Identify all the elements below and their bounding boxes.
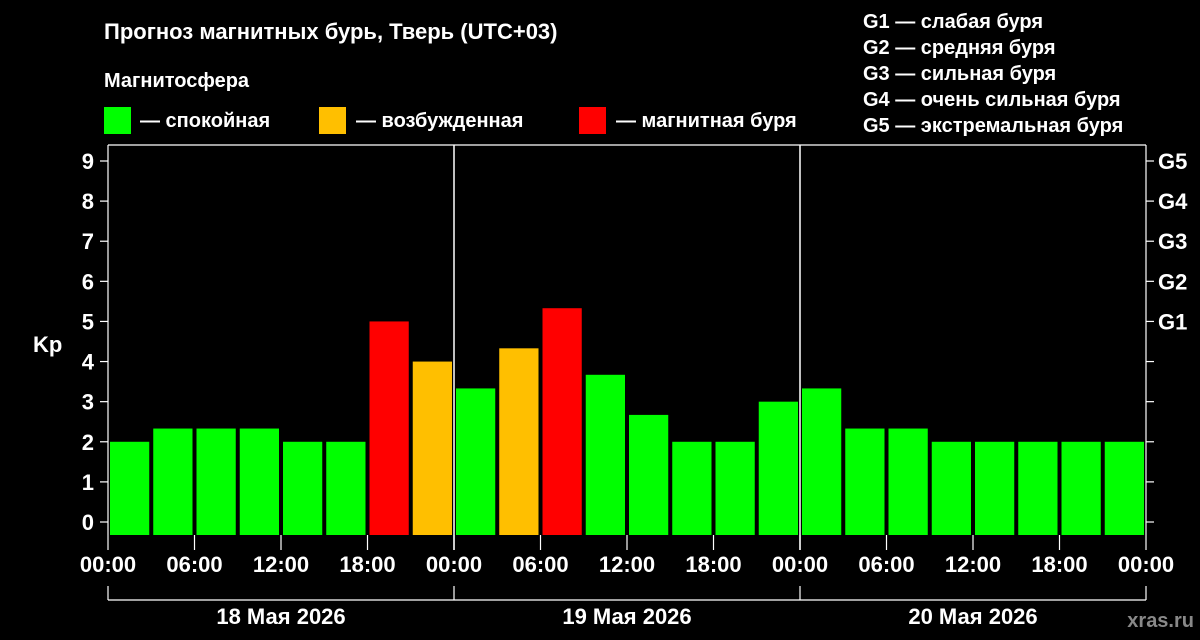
g-level-label-4: G5 — [1158, 149, 1187, 174]
bar-2 — [196, 428, 236, 535]
x-tick-label-7: 18:00 — [685, 552, 741, 577]
axes: 0 1 2 3 4 5 6 7 8 9 G1 G2 G3 G4 G5 00:00 06:00 12:00 18:00… — [80, 144, 1188, 629]
y-tick-label-0: 0 — [82, 510, 94, 535]
bar-7 — [412, 361, 452, 535]
y-tick-label-2: 2 — [82, 430, 94, 455]
g-scale-g2: G2 — средняя буря — [863, 37, 1056, 59]
bar-12 — [629, 414, 669, 535]
g-level-label-2: G3 — [1158, 229, 1187, 254]
y-tick-label-3: 3 — [82, 390, 94, 415]
bar-4 — [283, 441, 323, 535]
bar-20 — [975, 441, 1015, 535]
y-tick-label-5: 5 — [82, 309, 94, 334]
bar-3 — [239, 428, 279, 535]
day-label-2: 20 Мая 2026 — [908, 604, 1037, 629]
bar-0 — [110, 441, 150, 535]
x-tick-label-6: 12:00 — [599, 552, 655, 577]
y-tick-label-9: 9 — [82, 149, 94, 174]
x-tick-label-9: 06:00 — [858, 552, 914, 577]
bar-1 — [153, 428, 193, 535]
x-tick-label-2: 12:00 — [253, 552, 309, 577]
day-label-0: 18 Мая 2026 — [216, 604, 345, 629]
g-scale-legend: G1 — слабая буря G2 — средняя буря G3 — … — [863, 11, 1123, 137]
g-level-label-0: G1 — [1158, 309, 1187, 334]
bar-17 — [845, 428, 885, 535]
bar-19 — [931, 441, 971, 535]
x-tick-label-3: 18:00 — [339, 552, 395, 577]
bar-16 — [802, 388, 842, 535]
x-tick-label-0: 00:00 — [80, 552, 136, 577]
y-axis-label: Kp — [33, 332, 62, 357]
y-tick-label-8: 8 — [82, 189, 94, 214]
g-level-label-3: G4 — [1158, 189, 1188, 214]
bar-21 — [1018, 441, 1058, 535]
g-scale-g4: G4 — очень сильная буря — [863, 89, 1121, 111]
y-tick-label-4: 4 — [82, 350, 95, 375]
x-tick-label-8: 00:00 — [772, 552, 828, 577]
chart-title: Прогноз магнитных бурь, Тверь (UTC+03) — [104, 19, 558, 44]
legend-title: Магнитосфера — [104, 70, 250, 92]
y-tick-label-6: 6 — [82, 269, 94, 294]
bar-10 — [542, 308, 582, 535]
legend-label-storm: — магнитная буря — [616, 110, 797, 132]
legend-swatch-storm — [579, 107, 606, 134]
bar-8 — [456, 388, 496, 535]
legend: — спокойная — возбужденная — магнитная б… — [104, 107, 797, 134]
x-tick-label-1: 06:00 — [166, 552, 222, 577]
bar-9 — [499, 348, 539, 535]
x-tick-label-5: 06:00 — [512, 552, 568, 577]
g-level-label-1: G2 — [1158, 269, 1187, 294]
x-tick-label-12: 00:00 — [1118, 552, 1174, 577]
y-tick-label-1: 1 — [82, 470, 94, 495]
y-tick-label-7: 7 — [82, 229, 94, 254]
legend-swatch-quiet — [104, 107, 131, 134]
legend-swatch-active — [319, 107, 346, 134]
bar-13 — [672, 441, 712, 535]
legend-label-active: — возбужденная — [356, 110, 523, 132]
bar-11 — [585, 374, 625, 535]
x-tick-label-10: 12:00 — [945, 552, 1001, 577]
bar-22 — [1061, 441, 1101, 535]
legend-label-quiet: — спокойная — [140, 110, 270, 132]
x-tick-label-11: 18:00 — [1031, 552, 1087, 577]
x-tick-label-4: 00:00 — [426, 552, 482, 577]
watermark: xras.ru — [1127, 610, 1194, 632]
bar-23 — [1104, 441, 1144, 535]
bar-15 — [758, 401, 798, 535]
bar-14 — [715, 441, 755, 535]
g-scale-g1: G1 — слабая буря — [863, 11, 1043, 33]
day-label-1: 19 Мая 2026 — [562, 604, 691, 629]
bar-18 — [888, 428, 928, 535]
bar-6 — [369, 321, 409, 535]
bar-5 — [326, 441, 366, 535]
g-scale-g5: G5 — экстремальная буря — [863, 115, 1123, 137]
g-scale-g3: G3 — сильная буря — [863, 63, 1056, 85]
bar-series — [110, 308, 1144, 535]
